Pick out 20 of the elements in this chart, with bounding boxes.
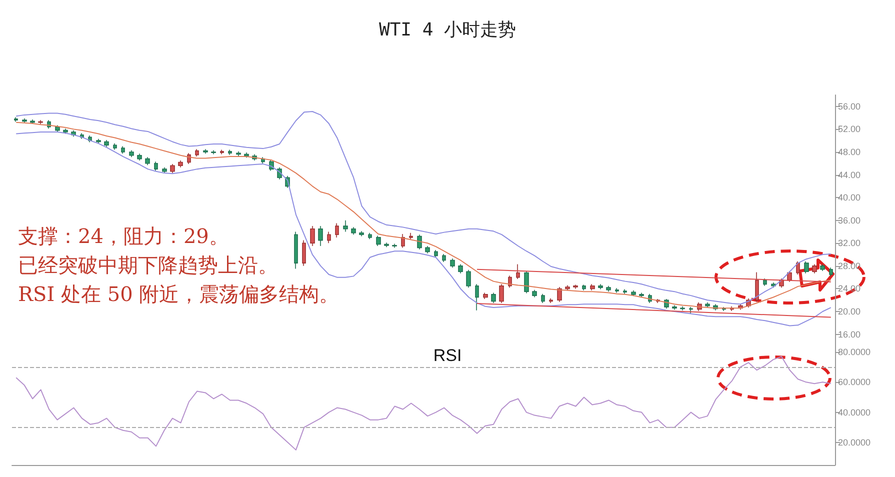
y-tick-label: 60.0000: [838, 377, 871, 388]
y-tick-label: 40.0000: [838, 407, 871, 418]
y-tick-label: 24.00: [838, 284, 861, 294]
annotation: RSI 处在 50 附近，震荡偏多结构。: [18, 282, 340, 306]
annotation: 支撑：24，阻力：29。: [18, 224, 229, 248]
y-tick-label: 32.00: [838, 238, 861, 248]
y-tick-label: 16.00: [838, 329, 861, 340]
y-tick-label: 48.00: [838, 146, 861, 157]
y-tick-label: 56.00: [838, 101, 861, 112]
y-tick-label: 20.0000: [838, 437, 871, 448]
y-tick-label: 80.0000: [838, 347, 871, 358]
y-tick-label: 44.00: [838, 170, 861, 180]
y-tick-label: 28.00: [838, 260, 861, 271]
y-tick-label: 52.00: [838, 124, 861, 134]
chart-title: RSI: [433, 346, 462, 365]
y-tick-label: 36.00: [838, 215, 861, 226]
chart-title: WTI 4 小时走势: [378, 20, 516, 40]
y-tick-label: 40.00: [838, 192, 861, 203]
y-tick-label: 20.00: [838, 306, 861, 317]
annotation: 已经突破中期下降趋势上沿。: [18, 253, 278, 277]
